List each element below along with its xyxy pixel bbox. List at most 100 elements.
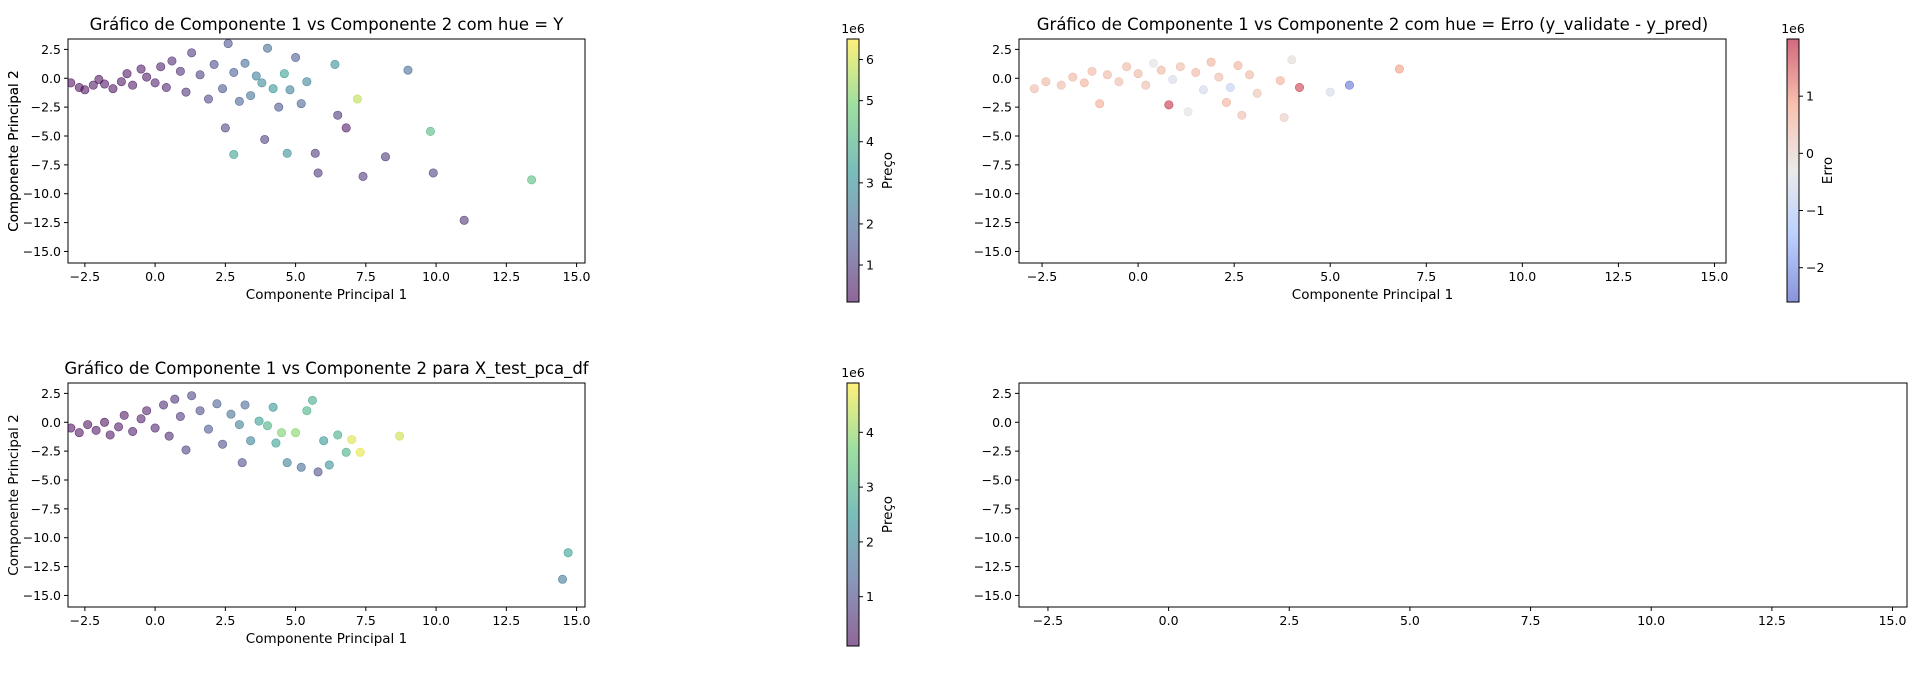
- scatter-point: [282, 148, 292, 158]
- y-tick-label: 0.0: [992, 71, 1012, 86]
- scatter-point: [91, 425, 101, 435]
- scatter-point: [1175, 62, 1185, 72]
- scatter-point: [527, 175, 537, 185]
- scatter-point: [240, 58, 250, 68]
- x-axis-label: Componente Principal 1: [246, 287, 407, 303]
- y-tick-label: −10.0: [974, 530, 1012, 545]
- scatter-point: [1221, 98, 1231, 108]
- scatter-point: [1245, 70, 1255, 80]
- scatter-point: [558, 574, 568, 584]
- scatter-point: [1225, 82, 1235, 92]
- y-tick-label: −10.0: [23, 530, 61, 545]
- scatter-points: [1029, 55, 1404, 123]
- scatter-point: [291, 52, 301, 62]
- scatter-point: [381, 152, 391, 162]
- scatter-point: [203, 94, 213, 104]
- scatter-point: [159, 400, 169, 410]
- x-tick-label: −2.5: [1027, 269, 1057, 284]
- plot-area: [67, 382, 586, 608]
- scatter-point: [341, 123, 351, 133]
- scatter-point: [262, 421, 272, 431]
- scatter-point: [310, 148, 320, 158]
- scatter-point: [1156, 65, 1166, 75]
- scatter-point: [302, 406, 312, 416]
- x-tick-label: 5.0: [1320, 269, 1340, 284]
- scatter-point: [80, 85, 90, 95]
- scatter-point: [1168, 74, 1178, 84]
- scatter-point: [279, 69, 289, 79]
- scatter-point: [240, 400, 250, 410]
- x-tick-label: 10.0: [1508, 269, 1536, 284]
- scatter-point: [313, 168, 323, 178]
- scatter-point: [333, 110, 343, 120]
- scatter-point: [324, 460, 334, 470]
- y-axis-label: Componente Principal 2: [6, 70, 22, 231]
- scatter-point: [333, 430, 343, 440]
- scatter-point: [150, 78, 160, 88]
- x-tick-label: 0.0: [145, 269, 165, 284]
- colorbar: [846, 38, 860, 303]
- scatter-point: [128, 80, 138, 90]
- y-tick-label: −5.0: [982, 128, 1012, 143]
- scatter-point: [1325, 87, 1335, 97]
- scatter-point: [218, 439, 228, 449]
- colorbar-tick-label: 2: [866, 534, 874, 549]
- x-tick-label: 7.5: [356, 269, 376, 284]
- scatter-point: [1141, 80, 1151, 90]
- colorbar: [1786, 38, 1800, 303]
- y-tick-label: −15.0: [974, 588, 1012, 603]
- scatter-point: [296, 462, 306, 472]
- scatter-point: [1087, 66, 1097, 76]
- colorbar-label: Preço: [880, 496, 896, 533]
- y-tick-label: −12.5: [23, 215, 61, 230]
- y-tick-label: 2.5: [992, 42, 1012, 57]
- scatter-point: [341, 447, 351, 457]
- x-tick-label: 10.0: [422, 613, 450, 628]
- scatter-point: [291, 428, 301, 438]
- scatter-point: [268, 402, 278, 412]
- scatter-point: [156, 62, 166, 72]
- x-tick-label: −2.5: [1033, 613, 1063, 628]
- scatter-point: [175, 66, 185, 76]
- scatter-point: [1198, 85, 1208, 95]
- x-tick-label: 2.5: [215, 613, 235, 628]
- colorbar-label: Preço: [880, 152, 896, 189]
- scatter-point: [1133, 69, 1143, 79]
- scatter-point: [319, 436, 329, 446]
- subplot-2: −2.5 0.0 2.5 5.0 7.5 10.0 12.5 15.02.50.0−2.5−5…: [6, 15, 1836, 303]
- scatter-point: [161, 82, 171, 92]
- scatter-point: [187, 391, 197, 401]
- scatter-point: [1279, 113, 1289, 123]
- scatter-point: [1164, 100, 1174, 110]
- y-tick-label: −7.5: [982, 157, 1012, 172]
- scatter-point: [1287, 55, 1297, 65]
- colorbar-tick-label: 5: [866, 93, 874, 108]
- x-tick-label: 7.5: [1521, 613, 1541, 628]
- colorbar-tick-label: 3: [866, 480, 874, 495]
- scatter-point: [195, 70, 205, 80]
- scatter-point: [347, 435, 357, 445]
- x-tick-label: 12.5: [1758, 613, 1786, 628]
- y-tick-label: −5.0: [31, 128, 61, 143]
- subplot-3: −2.5 0.0 2.5 5.0 7.5 10.0 12.5 15.0 2.5 0.0 −2.5 −5…: [6, 359, 896, 647]
- scatter-point: [164, 431, 174, 441]
- y-tick-label: −7.5: [982, 501, 1012, 516]
- scatter-point: [257, 78, 267, 88]
- scatter-point: [428, 168, 438, 178]
- x-tick-label: 7.5: [1416, 269, 1436, 284]
- y-tick-label: −15.0: [23, 588, 61, 603]
- scatter-point: [88, 80, 98, 90]
- y-tick-label: 2.5: [992, 386, 1012, 401]
- scatter-point: [1233, 61, 1243, 71]
- scatter-point: [1206, 57, 1216, 67]
- scatter-point: [246, 91, 256, 101]
- x-axis-label: Componente Principal 1: [1292, 287, 1453, 303]
- scatter-point: [68, 423, 76, 433]
- scatter-point: [1394, 64, 1404, 74]
- scatter-point: [302, 77, 312, 87]
- x-tick-label: 0.0: [145, 613, 165, 628]
- x-tick-label: 10.0: [1637, 613, 1665, 628]
- y-tick-label: 0.0: [41, 415, 61, 430]
- scatter-point: [100, 417, 110, 427]
